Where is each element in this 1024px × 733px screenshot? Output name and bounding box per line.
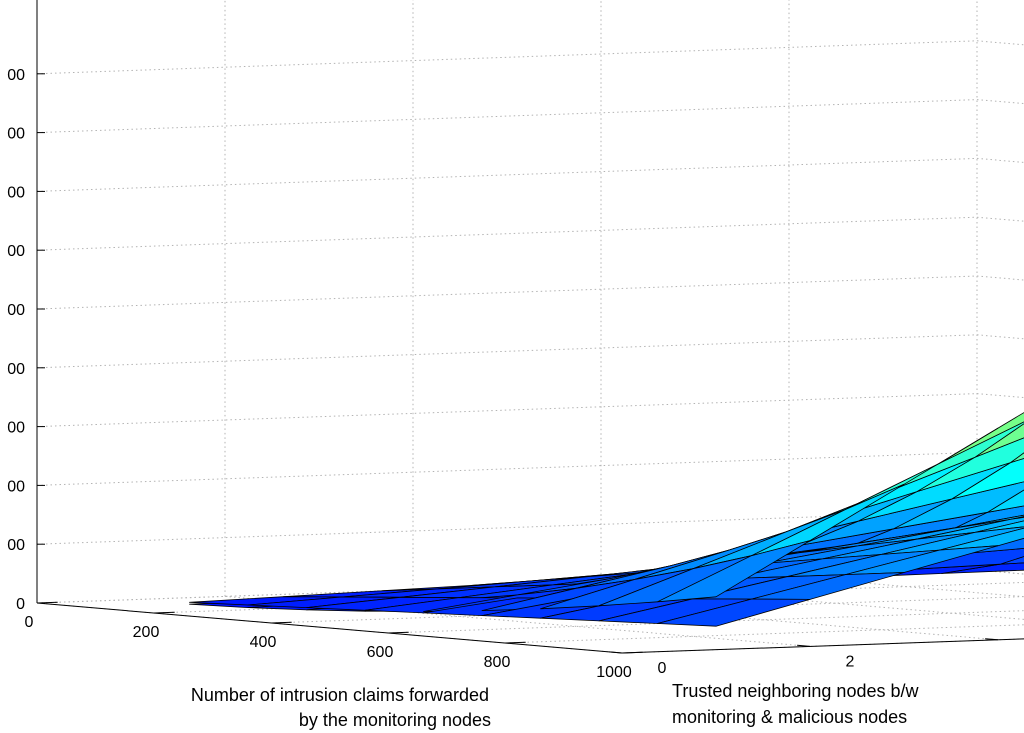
z-tick-label: 00 <box>7 361 25 378</box>
y-tick-label: 2 <box>846 653 855 670</box>
x-axis-title-line2: by the monitoring nodes <box>299 710 491 730</box>
grid-line-floor-y <box>600 582 1024 620</box>
x-tick-label: 600 <box>367 644 394 661</box>
x-tick-label: 1000 <box>596 664 632 681</box>
grid-line-left-z <box>36 275 978 310</box>
axes <box>36 0 1024 654</box>
x-axis-title-line1: Number of intrusion claims forwarded <box>191 685 489 705</box>
grid-line-left-z <box>36 510 978 545</box>
x-axis-line <box>36 602 623 654</box>
surface-2-patch <box>657 598 811 627</box>
x-tick-label: 800 <box>484 654 511 671</box>
grid-line-back-z <box>976 40 1024 46</box>
x-tick-mark <box>504 641 526 644</box>
tick-labels: 0200400600800100002468100000000000000000… <box>7 67 855 681</box>
grid-line-back-z <box>976 157 1024 163</box>
grid-line-left-z <box>36 334 978 369</box>
z-tick-label: 00 <box>7 302 25 319</box>
z-tick-label: 00 <box>7 243 25 260</box>
y-axis-title-line1: Trusted neighboring nodes b/w <box>672 681 919 701</box>
x-tick-mark <box>387 631 409 634</box>
z-tick-label: 00 <box>7 67 25 84</box>
grid-line-back-z <box>976 99 1024 105</box>
surfaces <box>189 412 1024 627</box>
z-tick-label: 00 <box>7 478 25 495</box>
grid-line-left-z <box>36 216 978 251</box>
grid-line-left-z <box>36 99 978 134</box>
x-tick-mark <box>270 621 292 624</box>
grid-line-left-z <box>36 393 978 428</box>
surface-1-patch <box>657 540 811 603</box>
x-tick-label: 0 <box>25 614 34 631</box>
x-tick-label: 400 <box>250 634 277 651</box>
z-tick-label: 00 <box>7 184 25 201</box>
grid-line-left-z <box>36 451 978 486</box>
y-tick-mark <box>797 644 811 647</box>
grid-line-back-z <box>976 275 1024 281</box>
x-tick-mark <box>621 651 643 654</box>
z-tick-label: 0 <box>16 596 25 613</box>
z-tick-label: 00 <box>7 126 25 143</box>
grid-line-floor-x <box>153 581 1024 614</box>
grid-line-back-z <box>976 216 1024 222</box>
z-tick-label: 00 <box>7 537 25 554</box>
y-axis-line <box>621 638 1024 654</box>
y-tick-mark <box>985 638 999 641</box>
grid-line-left-z <box>36 157 978 192</box>
grid-line-floor-y <box>224 595 811 647</box>
y-axis-title-line2: monitoring & malicious nodes <box>672 707 907 727</box>
x-tick-label: 200 <box>133 624 160 641</box>
grid-line-left-z <box>36 40 978 75</box>
grid-line-back-z <box>976 334 1024 340</box>
x-tick-mark <box>153 611 175 614</box>
y-tick-mark <box>609 651 623 654</box>
y-tick-label: 0 <box>658 660 667 677</box>
z-tick-label: 00 <box>7 420 25 437</box>
